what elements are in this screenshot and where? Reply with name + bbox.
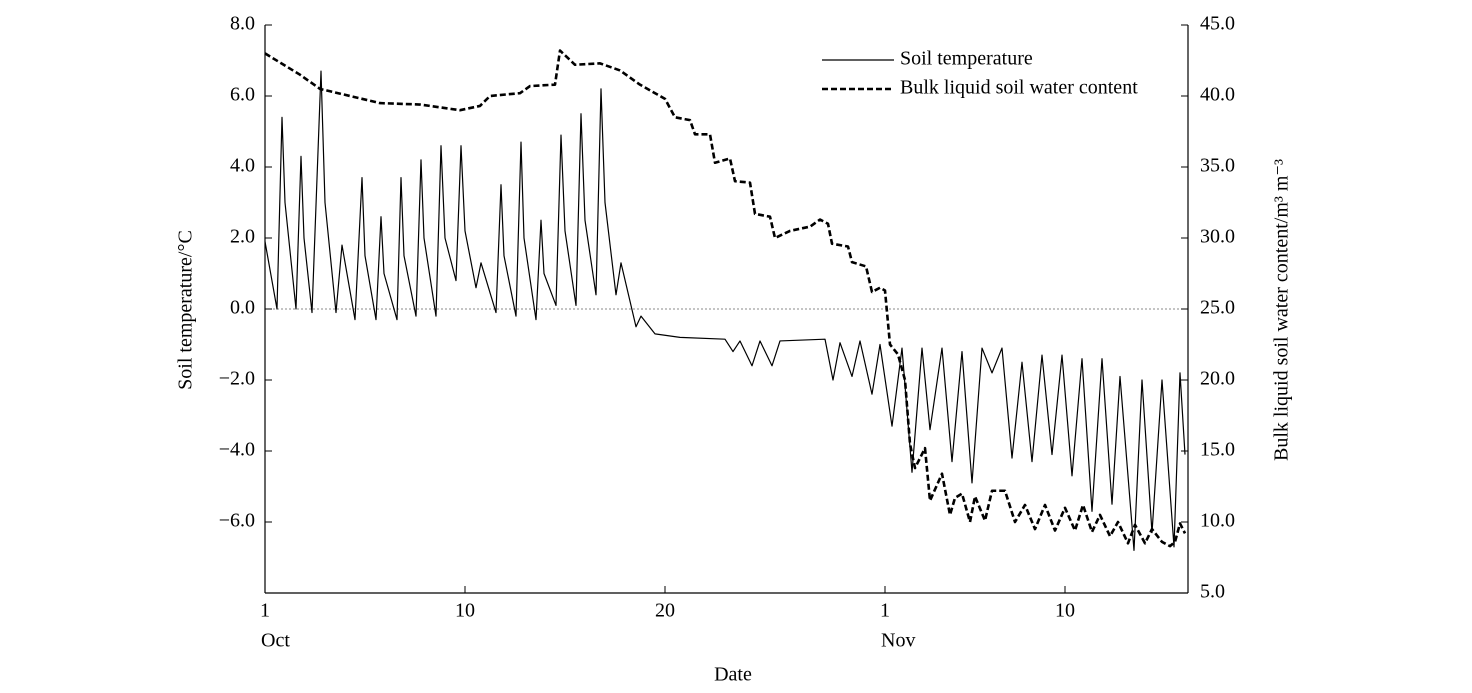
data-line [264, 49, 1187, 548]
month-label: Nov [881, 630, 915, 652]
y-axis-label: Soil temperature/°C [175, 230, 197, 390]
y-tick-label: 4.0 [230, 155, 255, 177]
y-tick-label: 0.0 [230, 297, 255, 319]
y-tick-label: −6.0 [219, 510, 255, 532]
y-tick-label: 8.0 [230, 13, 255, 35]
y-tick-label: 2.0 [230, 226, 255, 248]
y-tick-label: −4.0 [219, 439, 255, 461]
y2-tick-label: 15.0 [1200, 439, 1235, 461]
x-tick-label: 1 [880, 600, 890, 622]
y2-tick-label: 10.0 [1200, 510, 1235, 532]
y2-tick-label: 45.0 [1200, 13, 1235, 35]
x-tick-label: 20 [655, 600, 675, 622]
x-tick-label: 10 [1055, 600, 1075, 622]
y2-tick-label: 25.0 [1200, 297, 1235, 319]
y2-axis-label: Bulk liquid soil water content/m³ m⁻³ [1271, 159, 1293, 461]
legend-label: Soil temperature [900, 48, 1033, 70]
y2-tick-label: 5.0 [1200, 581, 1225, 603]
y-tick-label: −2.0 [219, 368, 255, 390]
y2-tick-label: 20.0 [1200, 368, 1235, 390]
y2-tick-label: 30.0 [1200, 226, 1235, 248]
data-line [264, 70, 1186, 551]
legend-label: Bulk liquid soil water content [900, 77, 1138, 99]
y2-tick-label: 35.0 [1200, 155, 1235, 177]
y-tick-label: 6.0 [230, 84, 255, 106]
x-axis-label: Date [714, 664, 752, 686]
x-tick-label: 1 [260, 600, 270, 622]
x-tick-label: 10 [455, 600, 475, 622]
y2-tick-label: 40.0 [1200, 84, 1235, 106]
month-label: Oct [261, 630, 290, 652]
